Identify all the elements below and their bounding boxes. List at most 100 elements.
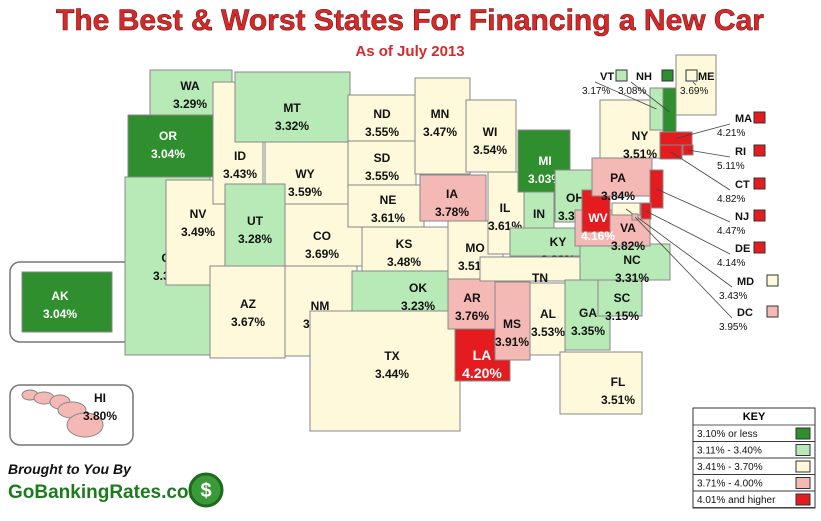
state-abbr: AL xyxy=(540,307,556,321)
state-value: 4.21% xyxy=(717,128,745,139)
subtitle: As of July 2013 xyxy=(355,43,464,60)
state-shape xyxy=(414,77,471,175)
state-value: 3.23% xyxy=(401,299,435,313)
state-abbr: NV xyxy=(190,207,207,221)
key-label: 4.01% and higher xyxy=(697,495,776,506)
state-abbr: NC xyxy=(623,253,641,267)
state-value: 4.82% xyxy=(717,194,745,205)
state-value: 3.84% xyxy=(601,189,635,203)
state-value: 3.31% xyxy=(615,271,649,285)
state-abbr: IN xyxy=(533,207,545,221)
state-abbr: SD xyxy=(374,151,391,165)
brand-line1: Brought to You By xyxy=(8,461,132,477)
leader-line xyxy=(645,210,731,255)
state-swatch xyxy=(685,69,698,82)
state-value: 3.82% xyxy=(611,239,645,253)
state-value: 3.44% xyxy=(375,367,409,381)
state-value: 3.76% xyxy=(455,309,489,323)
state-abbr: ME xyxy=(698,71,715,83)
state-abbr: WY xyxy=(295,167,314,181)
leader-line xyxy=(670,151,731,191)
state-value: 3.43% xyxy=(223,167,257,181)
state-value: 3.32% xyxy=(275,119,309,133)
state-abbr: MD xyxy=(737,276,754,288)
state-value: 4.16% xyxy=(581,229,615,243)
state-shape xyxy=(127,114,224,178)
title: The Best & Worst States For Financing a … xyxy=(56,4,764,37)
state-value: 3.43% xyxy=(719,291,747,302)
key-swatch xyxy=(795,444,811,456)
state-abbr: CT xyxy=(735,179,750,191)
leader-line xyxy=(687,149,731,158)
brand-line2: GoBankingRates.com xyxy=(8,482,205,503)
state-abbr: NM xyxy=(311,299,330,313)
leader-line xyxy=(630,81,670,113)
state-abbr: NE xyxy=(380,193,397,207)
state-shape xyxy=(309,310,461,432)
state-shape xyxy=(591,157,653,197)
state-value: 3.03% xyxy=(528,172,562,186)
state-swatch xyxy=(766,274,779,287)
brand-logo-sign: $ xyxy=(200,480,211,502)
state-abbr: AZ xyxy=(240,297,256,311)
state-abbr: NY xyxy=(632,129,649,143)
key-label: 3.10% or less xyxy=(697,429,758,440)
state-value: 3.55% xyxy=(365,169,399,183)
key-label: 3.11% - 3.40% xyxy=(697,446,762,457)
state-abbr: RI xyxy=(735,146,746,158)
state-value: 3.51% xyxy=(623,147,657,161)
state-value: 3.51% xyxy=(601,393,635,407)
state-shape xyxy=(66,412,104,438)
state-value: 3.47% xyxy=(423,125,457,139)
state-value: 4.14% xyxy=(717,258,745,269)
state-abbr: NJ xyxy=(735,211,749,223)
state-value: 3.54% xyxy=(473,143,507,157)
state-abbr: OR xyxy=(159,129,177,143)
state-value: 3.15% xyxy=(605,309,639,323)
state-shape xyxy=(351,270,453,312)
state-abbr: UT xyxy=(247,214,264,228)
key-row xyxy=(692,490,816,508)
state-value: 3.49% xyxy=(181,225,215,239)
state-shape xyxy=(21,271,113,333)
state-value: 5.11% xyxy=(717,161,745,172)
state-shape xyxy=(419,174,487,222)
state-shape xyxy=(234,71,351,143)
state-abbr: TX xyxy=(384,349,399,363)
state-abbr: ID xyxy=(234,149,246,163)
state-value: 4.47% xyxy=(717,226,745,237)
state-abbr: MT xyxy=(283,101,301,115)
state-abbr: MO xyxy=(465,241,484,255)
state-abbr: OK xyxy=(409,281,427,295)
state-abbr: MA xyxy=(735,113,752,125)
state-shape xyxy=(361,226,449,272)
state-value: 3.95% xyxy=(719,322,747,333)
state-swatch xyxy=(661,69,674,82)
state-abbr: AK xyxy=(51,289,69,303)
state-shape xyxy=(465,99,517,173)
state-value: 3.59% xyxy=(288,185,322,199)
state-swatch xyxy=(753,144,766,157)
state-shape xyxy=(581,189,611,233)
state-abbr: VT xyxy=(600,71,614,83)
state-value: 3.80% xyxy=(83,409,117,423)
state-abbr: NH xyxy=(636,71,652,83)
state-abbr: MS xyxy=(503,317,521,331)
state-abbr: TN xyxy=(532,271,548,285)
state-abbr: GA xyxy=(579,306,597,320)
state-value: 3.55% xyxy=(365,125,399,139)
state-abbr: LA xyxy=(473,347,492,363)
state-abbr: DE xyxy=(735,243,750,255)
state-value: 3.08% xyxy=(618,86,646,97)
state-value: 3.91% xyxy=(495,335,529,349)
leader-line xyxy=(634,216,733,319)
state-abbr: ND xyxy=(373,107,391,121)
state-abbr: WI xyxy=(483,125,498,139)
key-label: 3.71% - 4.00% xyxy=(697,479,763,490)
leader-line xyxy=(625,208,733,288)
state-value: 3.61% xyxy=(371,211,405,225)
state-shape xyxy=(347,184,425,228)
key-title: KEY xyxy=(743,411,766,423)
